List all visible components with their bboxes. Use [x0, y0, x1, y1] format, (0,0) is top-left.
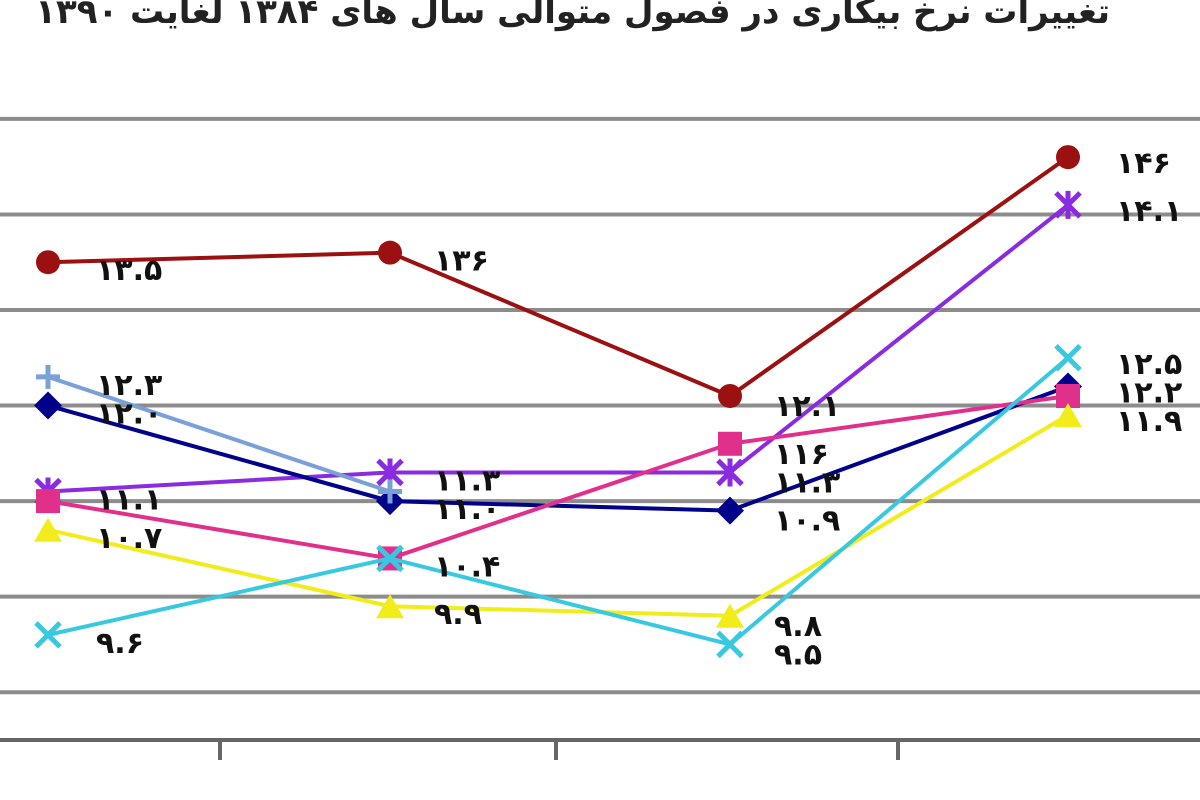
data-label: ۹.۹ — [434, 597, 482, 632]
series-layer — [34, 145, 1082, 659]
data-label: ۱۰.۴ — [434, 549, 500, 584]
data-label: ۹.۶ — [96, 626, 144, 661]
data-label: ۱۰.۹ — [774, 504, 840, 539]
data-point-circle — [1056, 145, 1080, 170]
data-label: ۱۴.۱ — [1116, 194, 1182, 229]
x-axis — [0, 738, 1200, 760]
series-line — [47, 374, 391, 494]
series-3 — [36, 364, 402, 504]
data-point-diamond — [716, 496, 744, 525]
data-label: ۱۲.۲ — [1116, 375, 1182, 410]
series-4 — [36, 384, 1080, 571]
data-point-triangle — [376, 594, 404, 619]
data-label: ۱۱.۹ — [1116, 404, 1182, 439]
series-6 — [34, 344, 1082, 659]
series-line — [47, 394, 1069, 561]
data-label: ۹.۵ — [774, 637, 822, 672]
data-point-triangle — [716, 603, 744, 628]
data-labels: ۱۳.۵ ۱۳۶ ۱۲.۱ ۱۴۶ ۱۱.۱ ۱۱.۳ ۱۱.۳ ۱۴.۱ ۱۲.۰ ۱۱.۰ ۱۰… — [96, 146, 1182, 672]
data-label: ۱۱.۱ — [96, 483, 162, 518]
data-point-diamond — [34, 391, 62, 420]
data-point-x — [1054, 344, 1082, 372]
series-line — [47, 356, 1070, 647]
series-line — [47, 155, 1070, 398]
data-point-triangle — [34, 517, 62, 542]
data-label: ۱۲.۵ — [1116, 347, 1182, 382]
series-0 — [36, 145, 1080, 408]
series-line — [47, 203, 1070, 494]
data-point-circle — [36, 250, 60, 275]
data-point-star — [1054, 190, 1082, 219]
data-point-square — [36, 489, 60, 514]
data-label: ۱۰.۷ — [96, 521, 162, 556]
series-line — [47, 413, 1070, 618]
data-point-star — [716, 458, 744, 487]
series-5 — [34, 403, 1082, 628]
data-label: ۱۳.۵ — [96, 253, 162, 288]
data-label: ۱۲.۰ — [96, 397, 162, 432]
data-point-plus — [36, 364, 60, 389]
data-point-circle — [378, 240, 402, 265]
series-1 — [34, 190, 1082, 506]
data-label: ۱۲.۳ — [96, 368, 162, 403]
data-point-square — [718, 431, 742, 456]
data-label: ۱۱.۳ — [434, 463, 500, 498]
data-label: ۱۲.۱ — [774, 389, 840, 424]
chart-title: تغییرات نرخ بیکاری در فصول متوالی سال ها… — [35, 0, 1110, 32]
data-label: ۱۱۶ — [774, 437, 829, 472]
data-point-x — [716, 630, 744, 659]
data-point-x — [34, 621, 62, 649]
data-label: ۱۱.۰ — [434, 492, 500, 527]
data-label: ۹.۸ — [774, 609, 822, 644]
series-line — [47, 384, 1069, 513]
grid-lines — [0, 116, 1200, 695]
data-point-circle — [718, 384, 742, 408]
data-point-x — [376, 544, 404, 573]
data-label: ۱۱.۳ — [774, 465, 840, 500]
data-label: ۱۴۶ — [1116, 146, 1171, 181]
data-point-triangle — [1054, 403, 1082, 428]
data-label: ۱۳۶ — [434, 244, 489, 279]
data-point-plus — [378, 479, 402, 504]
